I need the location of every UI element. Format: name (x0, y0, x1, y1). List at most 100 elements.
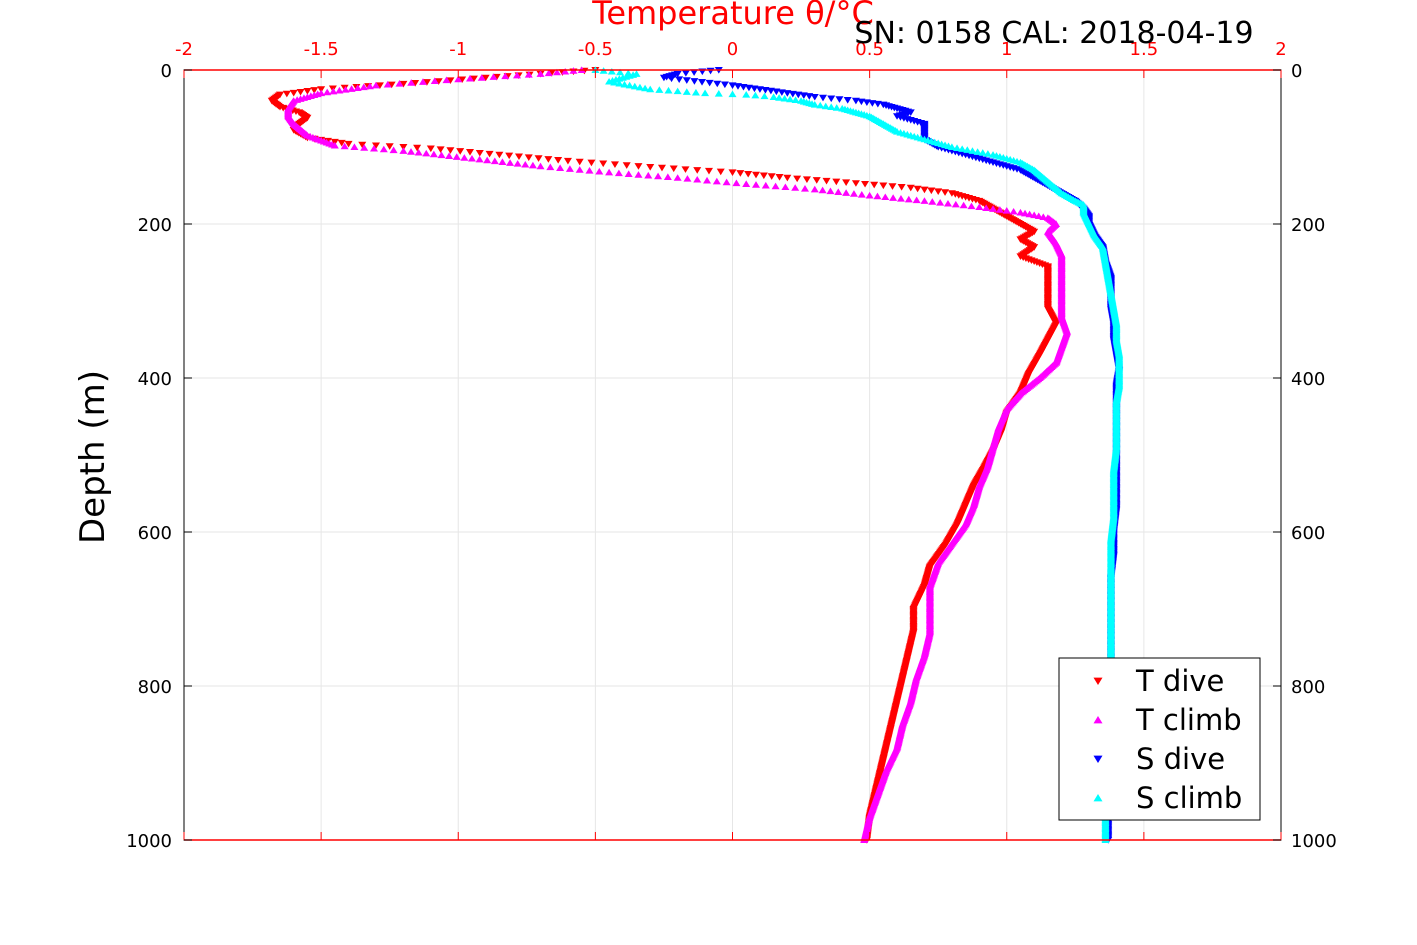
data-point (826, 187, 835, 195)
data-point (752, 181, 761, 188)
data-point (732, 179, 741, 187)
data-point (704, 167, 713, 175)
data-point (794, 91, 803, 99)
data-point (810, 185, 819, 193)
data-point (744, 84, 753, 92)
data-point (587, 159, 596, 167)
data-point (963, 146, 972, 153)
data-point (819, 94, 828, 102)
x-tick-label: 0 (727, 39, 738, 60)
data-point (664, 86, 673, 94)
data-point (682, 77, 691, 84)
data-point (546, 163, 555, 171)
data-point (897, 184, 906, 191)
data-point (927, 187, 936, 195)
data-point (832, 178, 841, 186)
y-tick-label-left: 0 (161, 61, 172, 82)
data-point (780, 94, 789, 102)
data-point (513, 160, 522, 167)
data-point (426, 145, 435, 153)
data-point (728, 82, 737, 89)
data-point (821, 102, 830, 110)
data-point (791, 184, 800, 191)
data-point (827, 95, 836, 103)
data-point (575, 158, 584, 166)
legend-label: S climb (1136, 781, 1242, 815)
data-point (370, 144, 379, 152)
data-point (934, 188, 943, 196)
data-point (456, 148, 465, 155)
x-tick-label: 1.5 (1130, 39, 1159, 60)
data-point (775, 174, 784, 181)
data-point (347, 85, 356, 92)
data-point (953, 144, 962, 151)
data-point (514, 153, 523, 161)
data-point (483, 156, 492, 164)
data-point (751, 91, 760, 99)
data-point (344, 140, 353, 148)
data-point (827, 103, 836, 110)
data-point (663, 173, 672, 181)
data-point (755, 86, 764, 93)
data-point (771, 182, 780, 190)
data-point (693, 175, 702, 183)
data-point (422, 149, 431, 157)
data-point (289, 89, 298, 97)
data-point (720, 81, 729, 89)
chart-title: SN: 0158 CAL: 2018-04-19 (854, 16, 1253, 51)
data-point (936, 199, 945, 206)
data-point (561, 67, 570, 75)
data-point (659, 74, 668, 82)
data-point (681, 70, 690, 77)
data-point (760, 92, 769, 100)
data-point (752, 171, 761, 179)
data-point (698, 78, 707, 86)
data-point (805, 93, 814, 100)
y-tick-label-right: 600 (1291, 523, 1325, 544)
data-point (521, 160, 530, 168)
data-point (556, 164, 565, 172)
data-point (534, 155, 543, 162)
data-point (481, 74, 490, 82)
data-point (485, 150, 494, 158)
legend: T dive T climb S dive S climb (1058, 657, 1261, 821)
legend-marker (1093, 793, 1103, 802)
data-point (1030, 211, 1039, 219)
data-point (430, 77, 439, 84)
data-point (1002, 207, 1011, 214)
data-point (371, 81, 380, 89)
data-point (498, 158, 507, 165)
data-point (490, 157, 499, 165)
data-point (634, 163, 643, 170)
data-point (644, 171, 653, 179)
data-point (793, 175, 802, 183)
legend-marker (1093, 677, 1103, 686)
data-point (620, 80, 629, 88)
data-point (799, 92, 808, 100)
data-point (693, 167, 702, 174)
data-point (975, 203, 984, 211)
data-point (822, 177, 831, 185)
data-point (667, 75, 676, 83)
data-point (713, 80, 722, 88)
data-point (466, 74, 475, 82)
data-point (904, 195, 913, 203)
data-point (851, 180, 860, 187)
data-point (563, 157, 572, 165)
data-point (682, 88, 691, 95)
data-point (624, 170, 633, 177)
data-point (429, 150, 438, 158)
y-tick-label-left: 400 (138, 369, 172, 390)
data-point (610, 78, 619, 86)
data-point (330, 141, 339, 149)
data-point (870, 181, 879, 189)
x-tick-label: 2 (1275, 39, 1286, 60)
data-point (722, 178, 731, 186)
data-point (460, 154, 469, 161)
data-point (742, 91, 751, 98)
data-point (683, 175, 692, 182)
data-point (358, 141, 367, 149)
data-point (728, 90, 737, 98)
data-point (622, 162, 631, 169)
